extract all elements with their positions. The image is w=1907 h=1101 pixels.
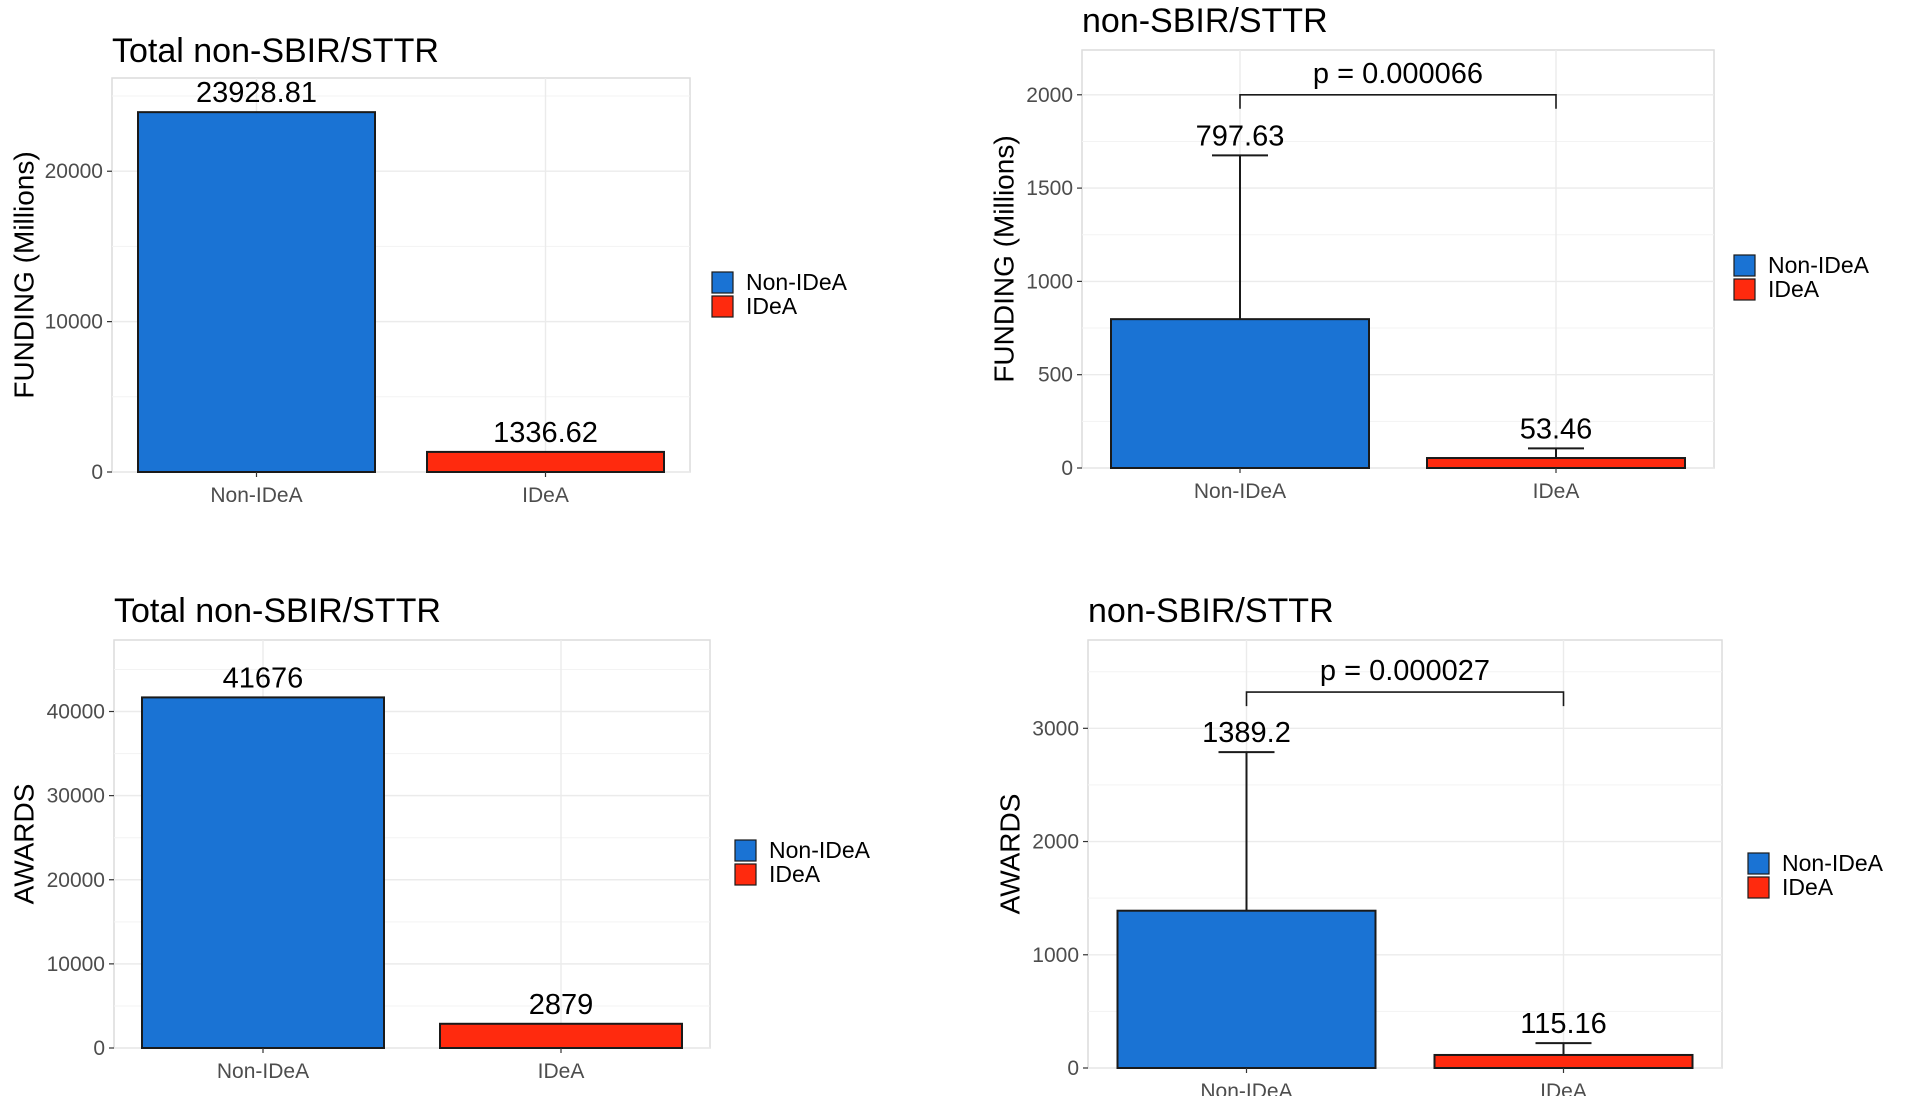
legend-label-idea: IDeA (769, 861, 821, 887)
value-label: 53.46 (1520, 413, 1593, 445)
y-tick-label: 1500 (1026, 177, 1073, 200)
y-tick-label: 40000 (47, 701, 105, 724)
y-tick-label: 0 (1067, 1057, 1079, 1080)
y-tick-label: 20000 (45, 160, 103, 183)
panel-4: 0 1000 2000 3000 1389.2 Non-IDeA 115.16 IDeA p =… (994, 592, 1884, 1101)
significance-bracket (1245, 691, 1565, 707)
chart-title: non-SBIR/STTR (1082, 2, 1328, 40)
y-tick-label: 0 (91, 461, 103, 484)
bar-non-idea (1110, 318, 1370, 470)
x-tick-label: Non-IDeA (217, 1060, 309, 1083)
legend-label-idea: IDeA (1782, 874, 1834, 900)
legend-swatch-idea (734, 863, 757, 886)
x-tick-label: Non-IDeA (210, 484, 302, 507)
legend-label-non-idea: Non-IDeA (1768, 252, 1870, 278)
y-tick-label: 500 (1038, 364, 1073, 387)
p-value-label: p = 0.000027 (1320, 655, 1490, 687)
x-tick-label: Non-IDeA (1194, 480, 1286, 503)
legend-label-non-idea: Non-IDeA (769, 837, 871, 863)
panel-2: 0 500 1000 1500 2000 797.63 Non-IDeA 53.46 IDeA p… (988, 2, 1869, 503)
chart-title: Total non-SBIR/STTR (112, 32, 439, 70)
y-tick-label: 10000 (47, 953, 105, 976)
significance-bracket (1239, 93, 1557, 109)
value-label: 1389.2 (1202, 717, 1291, 749)
y-tick-label: 0 (1061, 457, 1073, 480)
p-value-label: p = 0.000066 (1313, 58, 1483, 90)
value-label: 41676 (223, 662, 304, 694)
legend-swatch-idea (711, 295, 734, 318)
y-axis-label: AWARDS (8, 784, 39, 905)
y-tick-label: 1000 (1032, 944, 1079, 967)
chart-title: non-SBIR/STTR (1088, 592, 1334, 630)
y-tick-label: 1000 (1026, 270, 1073, 293)
legend-label-idea: IDeA (1768, 276, 1820, 302)
bar-idea (1433, 1053, 1694, 1069)
value-label: 797.63 (1196, 120, 1285, 152)
value-label: 1336.62 (493, 417, 598, 449)
value-label: 2879 (529, 989, 594, 1021)
y-axis-label: AWARDS (994, 794, 1025, 915)
x-tick-label: IDeA (522, 484, 569, 507)
y-tick-label: 3000 (1032, 717, 1079, 740)
legend-label-non-idea: Non-IDeA (1782, 850, 1884, 876)
legend-label-idea: IDeA (746, 293, 798, 319)
legend-swatch-non-idea (1747, 852, 1770, 875)
x-tick-label: IDeA (538, 1060, 585, 1083)
bar-non-idea (141, 696, 385, 1049)
value-label: 23928.81 (196, 77, 317, 109)
legend-swatch-non-idea (711, 271, 734, 294)
bar-non-idea (1116, 909, 1377, 1069)
chart-title: Total non-SBIR/STTR (114, 592, 441, 630)
bar-idea (439, 1022, 683, 1049)
panel-1: 0 10000 20000 23928.81 Non-IDeA 1336.62 IDeA To… (8, 32, 847, 507)
bar-non-idea (137, 111, 376, 473)
y-tick-label: 2000 (1026, 84, 1073, 107)
y-axis-label: FUNDING (Millions) (988, 135, 1019, 382)
bar-idea (1426, 457, 1686, 470)
value-label: 115.16 (1520, 1008, 1607, 1040)
y-tick-label: 10000 (45, 311, 103, 334)
y-tick-label: 30000 (47, 785, 105, 808)
legend-swatch-non-idea (1733, 254, 1756, 277)
y-axis-label: FUNDING (Millions) (8, 151, 39, 398)
y-tick-label: 0 (93, 1037, 105, 1060)
legend-swatch-idea (1747, 876, 1770, 899)
x-tick-label: Non-IDeA (1200, 1080, 1292, 1096)
x-tick-label: IDeA (1540, 1080, 1587, 1096)
x-tick-label: IDeA (1533, 480, 1580, 503)
legend-swatch-idea (1733, 278, 1756, 301)
legend-swatch-non-idea (734, 839, 757, 862)
panel-3: 0 10000 20000 30000 40000 41676 Non-IDeA 2879 ID… (8, 592, 870, 1083)
y-tick-label: 2000 (1032, 831, 1079, 854)
bar-idea (426, 450, 665, 474)
y-tick-label: 20000 (47, 869, 105, 892)
legend-label-non-idea: Non-IDeA (746, 269, 848, 295)
